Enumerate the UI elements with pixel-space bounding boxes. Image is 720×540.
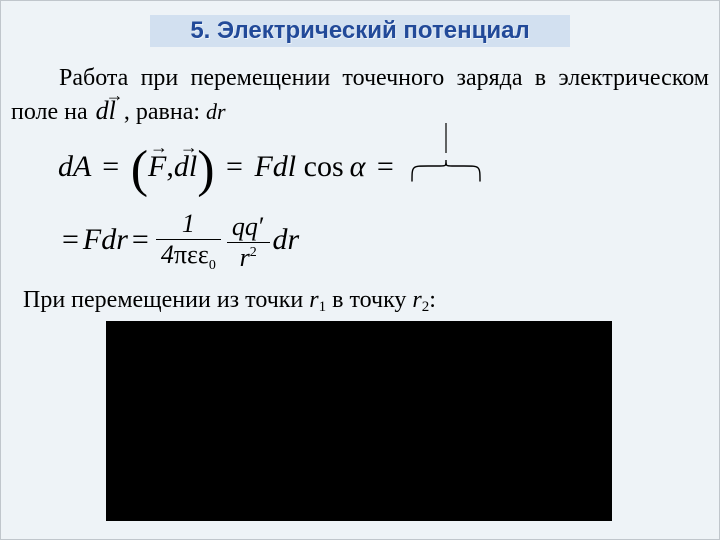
frac-num: 1 bbox=[177, 209, 200, 239]
sup-two: 2 bbox=[250, 245, 257, 260]
equals-icon: = bbox=[222, 150, 247, 183]
equation-Fdr: = Fdr = 1 4πεε0 qq′ r2 dr bbox=[58, 207, 299, 274]
eq1-cos: cos bbox=[304, 150, 344, 183]
left-paren-icon: ( bbox=[131, 141, 148, 198]
eq2-Fdr: Fdr bbox=[83, 225, 128, 255]
slide-title: 5. Электрический потенциал bbox=[190, 17, 529, 44]
symbol-dl-vector: →dl bbox=[94, 94, 118, 127]
slide: 5. Электрический потенциал Работа при пе… bbox=[0, 0, 720, 540]
prime: ′ bbox=[258, 212, 265, 241]
four: 4 bbox=[161, 240, 174, 269]
equals-icon: = bbox=[58, 225, 83, 255]
symbol-dl-vector: →dl bbox=[174, 152, 197, 182]
frac-num: qq′ bbox=[227, 212, 270, 242]
symbol-F-vector: →F bbox=[148, 152, 166, 182]
paragraph-intro: Работа при перемещении точечного заряда … bbox=[11, 63, 709, 127]
brace-path bbox=[412, 160, 480, 181]
title-bar: 5. Электрический потенциал bbox=[1, 12, 719, 50]
frac-den: 4πεε0 bbox=[156, 240, 221, 276]
para2-colon: : bbox=[429, 287, 436, 313]
arrow-icon: → bbox=[150, 138, 168, 156]
para2-t1: При перемещении из точки bbox=[23, 287, 309, 313]
paragraph-r1-r2: При перемещении из точки r1 в точку r2: bbox=[23, 285, 709, 317]
sub-zero: 0 bbox=[209, 258, 216, 273]
equals-icon: = bbox=[373, 150, 398, 183]
right-paren-icon: ) bbox=[197, 141, 214, 198]
title-strip: 5. Электрический потенциал bbox=[150, 15, 569, 47]
eq2-dr: dr bbox=[273, 225, 300, 255]
equals-icon: = bbox=[98, 150, 123, 183]
qq: qq bbox=[232, 212, 258, 241]
eq1-alpha: α bbox=[350, 150, 366, 183]
eps: εε bbox=[187, 240, 209, 269]
symbol-dr: dr bbox=[206, 99, 226, 124]
occluded-region bbox=[106, 321, 612, 521]
r-var: r bbox=[309, 287, 318, 313]
r-sub-1: 1 bbox=[319, 299, 327, 315]
eq1-Fdl: Fdl bbox=[254, 150, 296, 183]
equation-dA: dA = (→F,→dl) = Fdl cos α = bbox=[58, 134, 398, 186]
dr-brace-icon bbox=[408, 119, 486, 187]
r-var: r bbox=[412, 287, 421, 313]
fraction-coulomb-const: 1 4πεε0 bbox=[156, 209, 221, 276]
r: r bbox=[240, 243, 250, 272]
eq1-dA: dA bbox=[58, 150, 91, 183]
equals-icon: = bbox=[128, 225, 153, 255]
frac-den: r2 bbox=[235, 243, 262, 273]
arrow-icon: → bbox=[106, 86, 124, 104]
fraction-qq-r2: qq′ r2 bbox=[227, 212, 270, 274]
arrow-icon: → bbox=[180, 138, 198, 156]
pi: π bbox=[174, 240, 187, 269]
para2-t2: в точку bbox=[326, 287, 412, 313]
para1-text-2: , равна: bbox=[118, 99, 206, 125]
